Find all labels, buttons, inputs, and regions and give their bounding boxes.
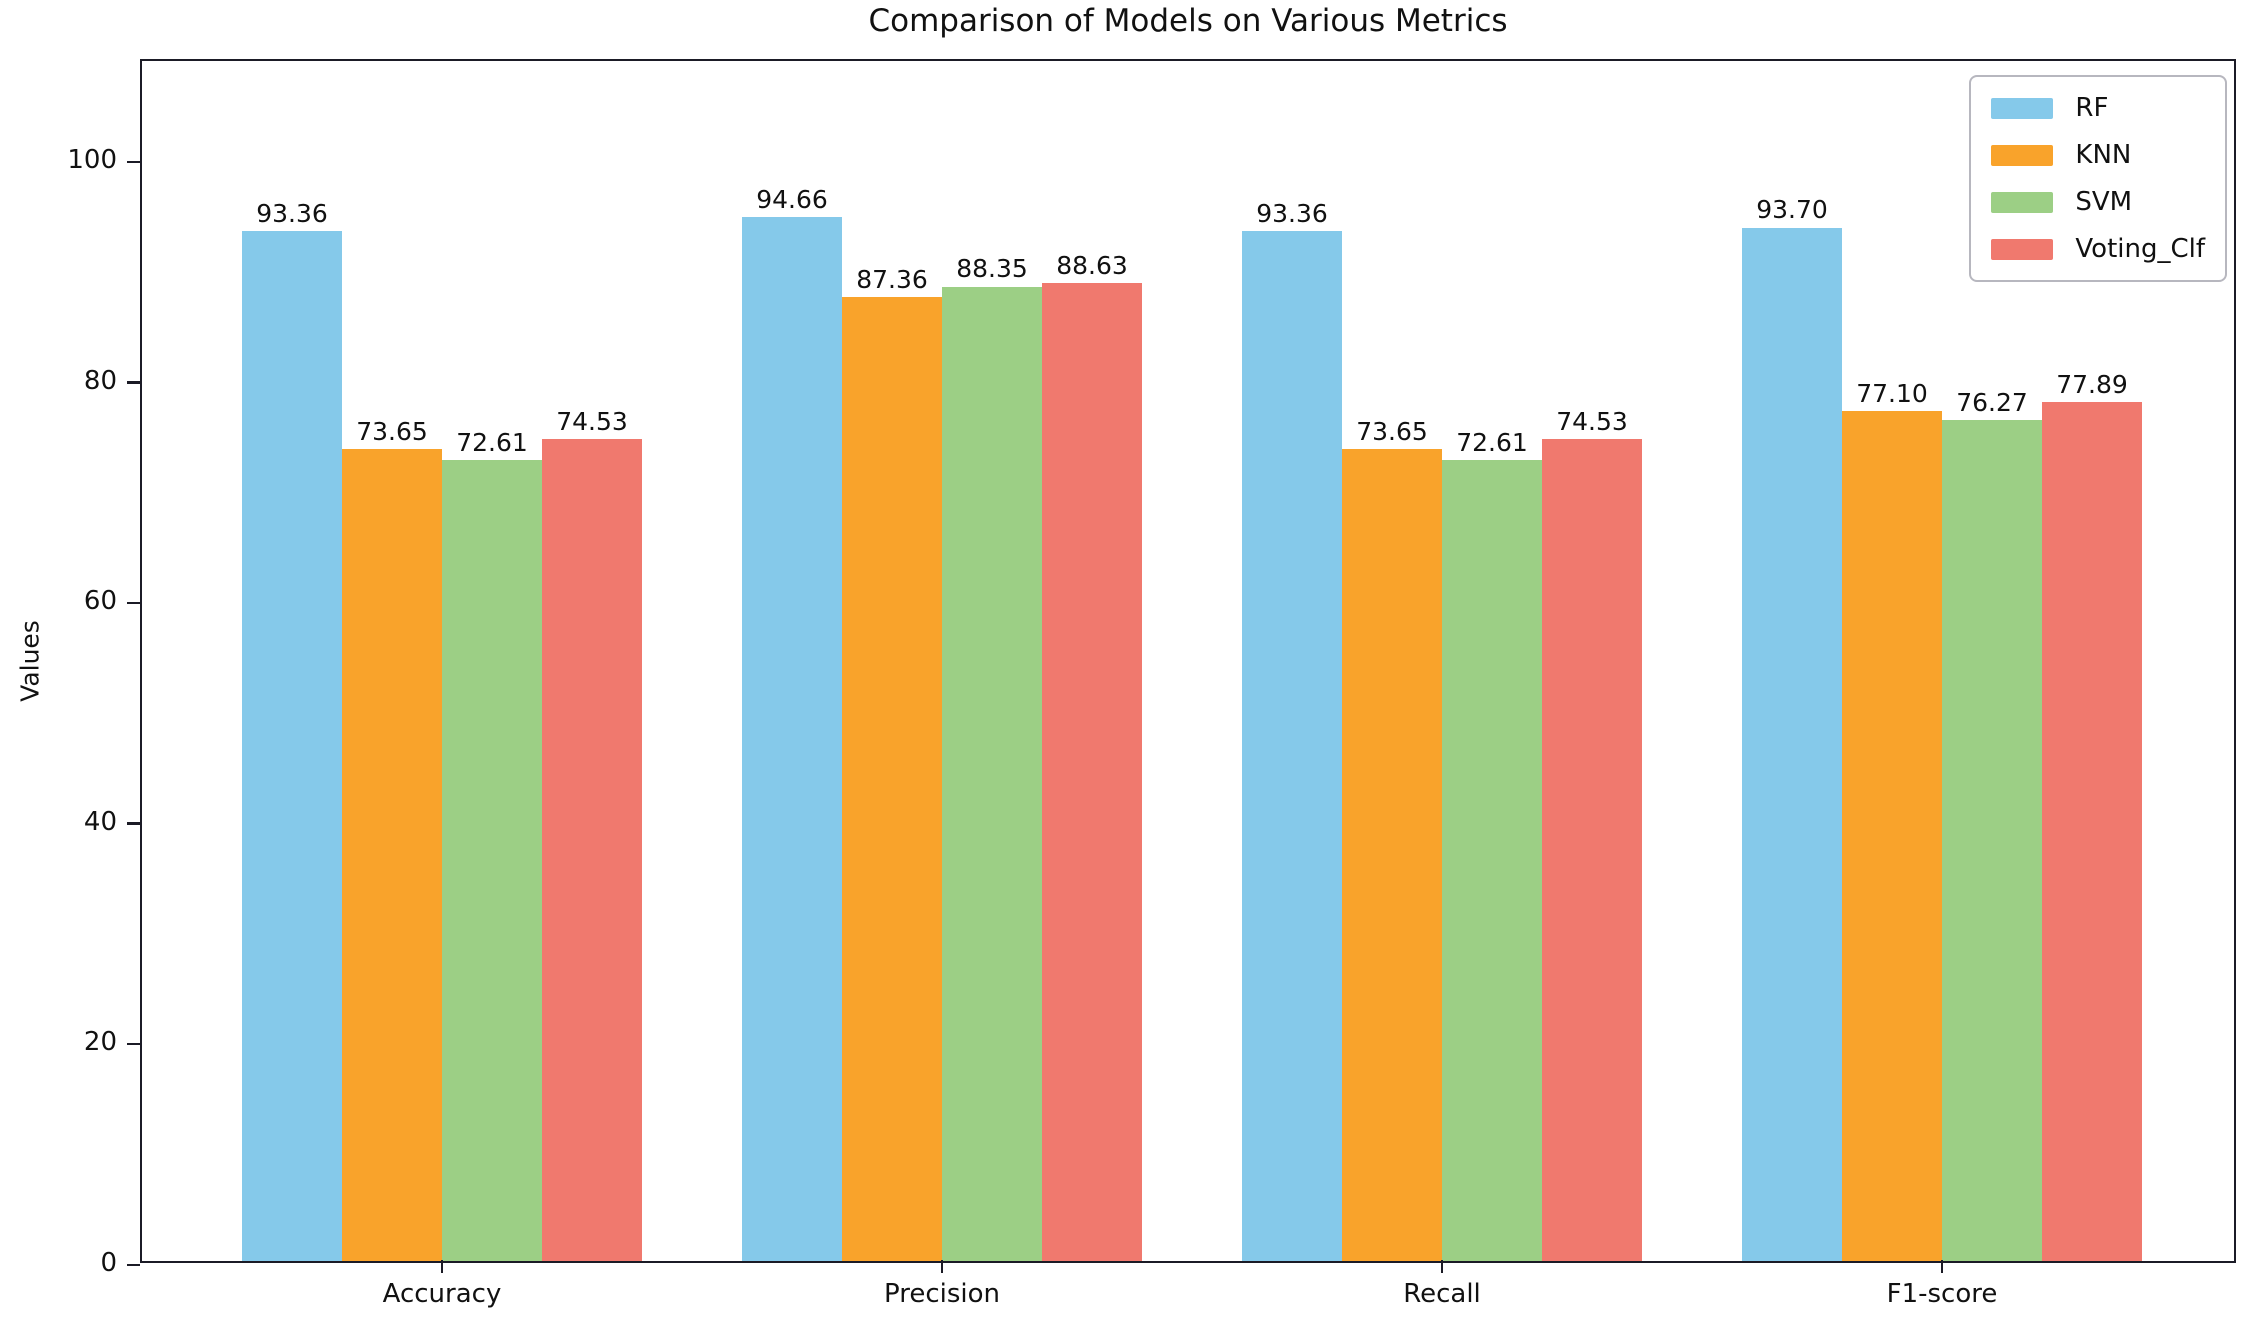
legend-swatch-voting_clf (1991, 238, 2054, 260)
x-axis-tick (1940, 1260, 1944, 1273)
plot-area: RF KNN SVM Voting_Clf 93.36 73.65 72.61 74.53 9… (67, 59, 2236, 1309)
bar-rf-f1-score (1742, 227, 1842, 1261)
bar-knn-accuracy (342, 448, 442, 1261)
legend-swatch-svm (1991, 191, 2054, 213)
y-axis-tick (127, 1042, 140, 1046)
bar-value-label: 76.27 (1956, 387, 2028, 417)
y-axis-tick (127, 160, 140, 163)
bar-value-label: 93.70 (1756, 195, 1828, 225)
legend-swatch-knn (1991, 144, 2054, 166)
y-tick-label: 20 (83, 1027, 117, 1058)
bar-rf-precision (742, 216, 842, 1261)
bar-value-label: 88.63 (1056, 251, 1128, 281)
bar-voting_clf-recall (1542, 438, 1642, 1261)
bar-value-label: 94.66 (756, 184, 828, 214)
bar-knn-precision (842, 297, 942, 1261)
bar-knn-f1-score (1842, 410, 1942, 1261)
bar-value-label: 88.35 (956, 254, 1028, 284)
bar-rf-recall (1242, 231, 1342, 1261)
bar-voting_clf-precision (1042, 283, 1142, 1261)
bar-value-label: 73.65 (1356, 416, 1428, 446)
legend-item-svm: SVM (1991, 187, 2205, 217)
bar-value-label: 77.10 (1856, 378, 1928, 408)
y-axis-tick (127, 381, 140, 384)
bar-svm-recall (1442, 460, 1542, 1261)
bar-voting_clf-accuracy (542, 438, 642, 1261)
x-axis-tick (440, 1260, 444, 1273)
x-axis-tick (1440, 1260, 1444, 1273)
legend-label: KNN (2075, 140, 2132, 170)
legend-label: Voting_Clf (2075, 234, 2205, 264)
chart-title: Comparison of Models on Various Metrics (868, 3, 1508, 39)
legend-item-knn: KNN (1991, 140, 2205, 170)
y-tick-label: 40 (83, 806, 117, 837)
bar-voting_clf-f1-score (2042, 401, 2142, 1261)
x-tick-label-precision: Precision (883, 1279, 1000, 1309)
y-tick-label: 60 (83, 586, 117, 617)
legend-label: SVM (2075, 187, 2133, 217)
bar-knn-recall (1342, 448, 1442, 1261)
bar-svm-precision (942, 286, 1042, 1261)
y-axis-tick (127, 1263, 140, 1266)
y-axis-label: Values (15, 620, 45, 702)
y-axis-tick (127, 822, 140, 825)
y-tick-label: 100 (67, 145, 117, 175)
bar-value-label: 93.36 (256, 199, 328, 229)
legend: RF KNN SVM Voting_Clf (1969, 75, 2227, 282)
bar-value-label: 74.53 (556, 406, 628, 436)
legend-label: RF (2075, 93, 2109, 123)
x-tick-label-f1-score: F1-score (1886, 1279, 1998, 1309)
y-tick-label: 80 (83, 365, 117, 396)
legend-swatch-rf (1991, 97, 2054, 119)
bar-value-label: 73.65 (356, 416, 428, 446)
bar-value-label: 72.61 (456, 428, 528, 458)
legend-item-rf: RF (1991, 93, 2205, 123)
bar-svm-accuracy (442, 460, 542, 1261)
bar-value-label: 77.89 (2056, 369, 2128, 399)
x-tick-label-accuracy: Accuracy (382, 1279, 502, 1309)
bar-rf-accuracy (242, 231, 342, 1261)
x-axis-tick (940, 1260, 944, 1273)
bar-value-label: 72.61 (1456, 428, 1528, 458)
bar-value-label: 74.53 (1556, 406, 1628, 436)
y-axis-tick (127, 601, 140, 605)
bar-svm-f1-score (1942, 419, 2042, 1261)
x-tick-label-recall: Recall (1403, 1279, 1481, 1309)
legend-item-voting_clf: Voting_Clf (1991, 234, 2205, 264)
bar-value-label: 87.36 (856, 265, 928, 295)
bar-value-label: 93.36 (1256, 199, 1328, 229)
y-tick-label: 0 (100, 1248, 117, 1278)
